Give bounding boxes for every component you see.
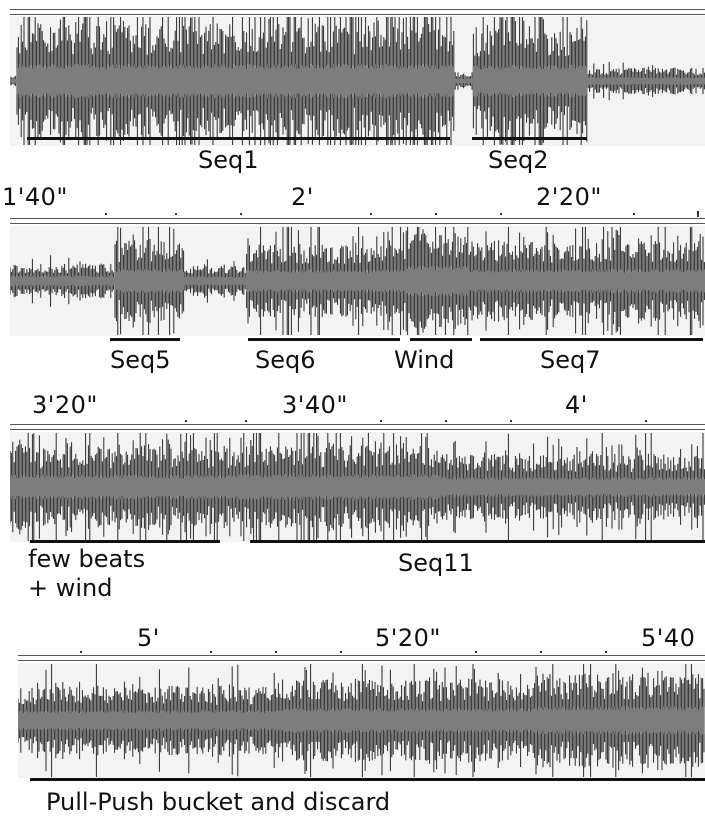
ruler-tick <box>185 420 187 422</box>
waveform-panel <box>10 432 705 542</box>
ruler-tick <box>475 651 477 653</box>
time-label: 1'40" <box>2 183 68 211</box>
timeline-ruler <box>10 218 705 224</box>
segment-bar-seq6 <box>248 338 400 341</box>
time-label: 3'20" <box>32 391 98 419</box>
segment-label-seq1: Seq1 <box>198 146 259 174</box>
ruler-tick <box>633 213 635 215</box>
waveform-panel <box>10 226 705 336</box>
segment-bar-pull-push <box>30 778 705 781</box>
segment-label-seq7: Seq7 <box>540 346 601 374</box>
segment-bar-seq11 <box>250 540 705 543</box>
segment-bar-wind <box>410 338 472 341</box>
ruler-tick <box>510 420 512 422</box>
ruler-tick <box>105 213 107 215</box>
time-label: 2'20" <box>536 183 602 211</box>
segment-label-few-beats: few beats + wind <box>28 545 146 602</box>
timeline-ruler <box>10 424 705 430</box>
time-label: 2' <box>291 183 314 211</box>
ruler-tick <box>175 213 177 215</box>
ruler-tick <box>80 651 82 653</box>
segment-bar-seq1 <box>27 137 450 140</box>
timeline-ruler <box>18 655 705 661</box>
segment-label-seq6: Seq6 <box>255 346 316 374</box>
ruler-tick <box>500 213 502 215</box>
ruler-tick <box>445 420 447 422</box>
ruler-tick <box>380 420 382 422</box>
ruler-tick <box>540 651 542 653</box>
ruler-tick <box>370 213 372 215</box>
segment-label-seq11: Seq11 <box>398 549 474 577</box>
segment-bar-seq5 <box>110 338 180 341</box>
ruler-tick <box>340 651 342 653</box>
ruler-tick <box>275 651 277 653</box>
time-label: 5'40 <box>641 624 696 652</box>
time-label: 5'20" <box>375 624 441 652</box>
segment-label-pull-push: Pull-Push bucket and discard <box>46 788 391 816</box>
timeline-ruler <box>10 9 705 15</box>
time-label: 4' <box>565 391 588 419</box>
ruler-tick <box>697 211 699 217</box>
ruler-tick <box>435 213 437 215</box>
time-label: 5' <box>137 624 160 652</box>
waveform-panel <box>18 663 705 778</box>
waveform-panel <box>10 16 705 146</box>
time-label: 3'40" <box>282 391 348 419</box>
segment-label-wind: Wind <box>394 346 455 374</box>
ruler-tick <box>605 651 607 653</box>
ruler-tick <box>645 420 647 422</box>
segment-bar-seq7 <box>480 338 703 341</box>
ruler-tick <box>240 213 242 215</box>
segment-bar-few-beats <box>30 540 220 543</box>
ruler-tick <box>245 420 247 422</box>
segment-label-seq2: Seq2 <box>488 146 549 174</box>
ruler-tick <box>210 651 212 653</box>
segment-label-seq5: Seq5 <box>110 346 171 374</box>
segment-bar-seq2 <box>472 137 587 140</box>
